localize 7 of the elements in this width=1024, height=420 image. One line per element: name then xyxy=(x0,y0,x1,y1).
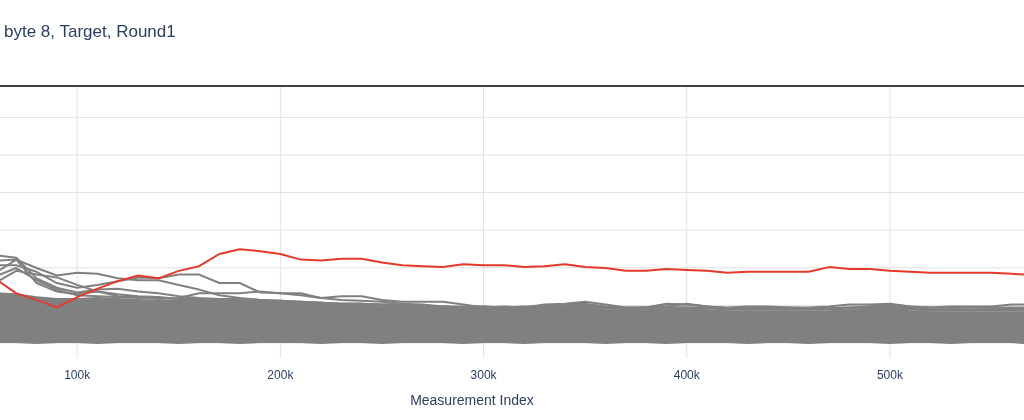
x-tick-label: 500k xyxy=(876,368,904,382)
x-tick-label: 400k xyxy=(673,368,701,382)
x-tick-label: 300k xyxy=(470,368,498,382)
chart-title: byte 8, Target, Round1 xyxy=(4,22,176,41)
x-axis-title: Measurement Index xyxy=(410,392,534,408)
x-tick-label: 100k xyxy=(64,368,92,382)
x-tick-label: 200k xyxy=(267,368,295,382)
